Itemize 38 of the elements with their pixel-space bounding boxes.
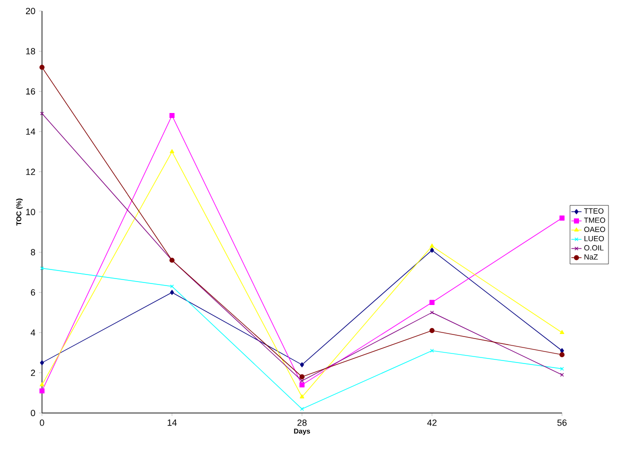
point <box>170 290 174 295</box>
y-tick-label: 6 <box>30 289 36 296</box>
point <box>430 244 434 248</box>
x-tick-label: 56 <box>557 420 567 426</box>
point <box>299 374 305 380</box>
point <box>429 328 435 334</box>
point <box>430 348 434 353</box>
y-tick-label: 12 <box>26 168 36 175</box>
y-tick-label: 4 <box>30 330 36 336</box>
x-tick-label: 28 <box>297 420 307 426</box>
point <box>430 248 434 253</box>
point <box>39 64 45 70</box>
point <box>300 394 304 398</box>
x-tick-label: 0 <box>40 420 44 426</box>
y-tick-label: 8 <box>30 249 36 256</box>
point <box>170 149 174 154</box>
y-tick-label: 16 <box>26 88 36 95</box>
y-tick-label: 0 <box>30 410 36 416</box>
point <box>300 362 304 368</box>
point <box>559 215 565 221</box>
point <box>560 330 564 334</box>
x-tick-label: 42 <box>427 420 437 426</box>
y-tick-label: 10 <box>26 208 36 216</box>
point <box>40 360 44 366</box>
y-tick-label: 14 <box>26 128 36 135</box>
point <box>39 388 45 394</box>
point <box>300 407 304 411</box>
point <box>299 382 305 388</box>
point <box>40 382 44 386</box>
point <box>429 300 435 305</box>
x-tick-label: 14 <box>168 420 177 426</box>
point <box>169 112 175 118</box>
y-tick-label: 18 <box>26 48 36 54</box>
point <box>559 352 565 358</box>
y-tick-label: 2 <box>30 370 36 376</box>
point <box>170 284 174 288</box>
point <box>300 378 304 383</box>
y-tick-label: 20 <box>26 8 36 14</box>
